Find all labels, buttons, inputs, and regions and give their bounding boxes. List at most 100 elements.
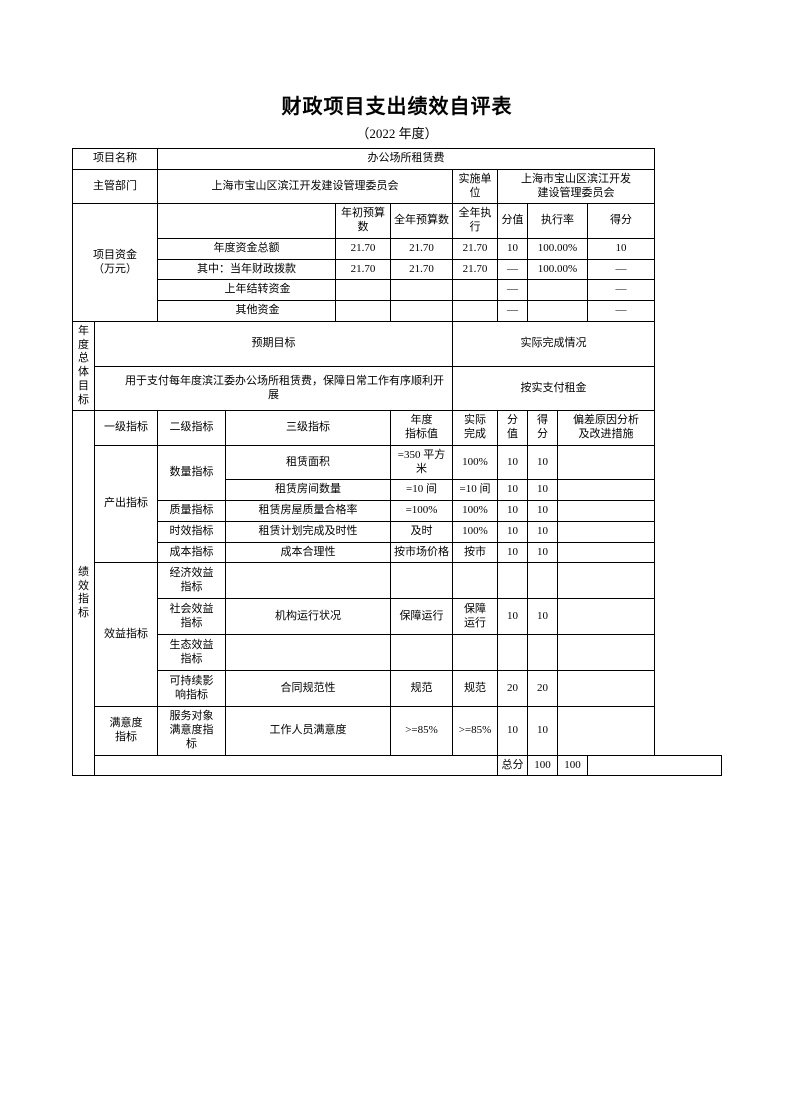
label-actual-status: 实际完成情况	[453, 321, 655, 367]
label-fund-current: 其中：当年财政拨款	[158, 259, 336, 280]
label-fund-other: 其他资金	[158, 301, 336, 322]
label-expected: 预期目标	[95, 321, 453, 367]
cell	[558, 445, 655, 480]
label-score: 分值	[498, 204, 528, 239]
label-dept: 主管部门	[73, 169, 158, 204]
cell: =10 间	[391, 480, 453, 501]
fund-total-pts: 10	[588, 238, 655, 259]
fund-carry-rate	[528, 280, 588, 301]
label-fund-carry: 上年结转资金	[158, 280, 336, 301]
cell: 10	[528, 445, 558, 480]
lv3-rooms: 租赁房间数量	[226, 480, 391, 501]
cell: 按市场价格	[391, 542, 453, 563]
cell: 10	[528, 501, 558, 522]
fund-current-rate: 100.00%	[528, 259, 588, 280]
label-reason: 偏差原因分析及改进措施	[558, 411, 655, 446]
fund-carry-exec	[453, 280, 498, 301]
cell	[453, 563, 498, 599]
label-got-score: 得分	[528, 411, 558, 446]
sum-got: 100	[558, 755, 588, 776]
cell: 100%	[453, 445, 498, 480]
cell	[558, 671, 655, 707]
lv3-time: 租赁计划完成及时性	[226, 521, 391, 542]
lv2-social: 社会效益指标	[158, 599, 226, 635]
cell: 规范	[453, 671, 498, 707]
cell: =350 平方米	[391, 445, 453, 480]
cell: 10	[498, 542, 528, 563]
cell: 10	[528, 707, 558, 755]
cell: 10	[498, 521, 528, 542]
cell	[528, 563, 558, 599]
lv2-sustain: 可持续影响指标	[158, 671, 226, 707]
fund-carry-score: —	[498, 280, 528, 301]
project-name: 办公场所租赁费	[158, 149, 655, 170]
label-points: 得分	[588, 204, 655, 239]
fund-other-start	[336, 301, 391, 322]
lv1-output: 产出指标	[95, 445, 158, 563]
fund-other-score: —	[498, 301, 528, 322]
cell: 按市	[453, 542, 498, 563]
label-actual: 实际完成	[453, 411, 498, 446]
fund-other-pts: —	[588, 301, 655, 322]
evaluation-table: 项目名称 办公场所租赁费 主管部门 上海市宝山区滨江开发建设管理委员会 实施单位…	[72, 148, 722, 776]
cell: 10	[498, 480, 528, 501]
label-year-budget: 全年预算数	[391, 204, 453, 239]
fund-current-score: —	[498, 259, 528, 280]
fund-current-pts: —	[588, 259, 655, 280]
fund-total-year: 21.70	[391, 238, 453, 259]
goal-expected: 用于支付每年度滨江委办公场所租赁费，保障日常工作有序顺利开展	[95, 367, 453, 411]
cell: 保障运行	[453, 599, 498, 635]
fund-current-year: 21.70	[391, 259, 453, 280]
label-lv2: 二级指标	[158, 411, 226, 446]
cell: 10	[498, 599, 528, 635]
fund-total-score: 10	[498, 238, 528, 259]
lv2-qty: 数量指标	[158, 445, 226, 500]
fund-current-exec: 21.70	[453, 259, 498, 280]
lv3-quality: 租赁房屋质量合格率	[226, 501, 391, 522]
cell: >=85%	[453, 707, 498, 755]
label-lv1: 一级指标	[95, 411, 158, 446]
lv3-eco	[226, 635, 391, 671]
page-subtitle: （2022 年度）	[72, 123, 722, 142]
lv1-benefit: 效益指标	[95, 563, 158, 707]
lv3-econ	[226, 563, 391, 599]
funds-blank-head	[158, 204, 336, 239]
cell: 10	[498, 445, 528, 480]
cell: 规范	[391, 671, 453, 707]
fund-carry-year	[391, 280, 453, 301]
cell: 10	[498, 707, 528, 755]
fund-total-rate: 100.00%	[528, 238, 588, 259]
label-score-val: 分值	[498, 411, 528, 446]
cell: 及时	[391, 521, 453, 542]
cell	[498, 635, 528, 671]
cell: =10 间	[453, 480, 498, 501]
label-fund-total: 年度资金总额	[158, 238, 336, 259]
lv1-satisfaction: 满意度指标	[95, 707, 158, 755]
page-title: 财政项目支出绩效自评表	[72, 90, 722, 119]
impl-unit: 上海市宝山区滨江开发建设管理委员会	[498, 169, 655, 204]
cell	[558, 707, 655, 755]
label-target-val: 年度指标值	[391, 411, 453, 446]
label-lv3: 三级指标	[226, 411, 391, 446]
cell: 保障运行	[391, 599, 453, 635]
fund-other-rate	[528, 301, 588, 322]
fund-other-year	[391, 301, 453, 322]
cell: 10	[498, 501, 528, 522]
lv3-cost: 成本合理性	[226, 542, 391, 563]
cell	[528, 635, 558, 671]
lv3-area: 租赁面积	[226, 445, 391, 480]
lv2-satisfaction: 服务对象满意度指标	[158, 707, 226, 755]
lv2-econ: 经济效益指标	[158, 563, 226, 599]
cell: 10	[528, 542, 558, 563]
sum-score: 100	[528, 755, 558, 776]
cell: 100%	[453, 501, 498, 522]
cell	[391, 563, 453, 599]
lv3-sustain: 合同规范性	[226, 671, 391, 707]
label-impl-unit: 实施单位	[453, 169, 498, 204]
cell: 10	[528, 480, 558, 501]
label-funds: 项目资金（万元）	[73, 204, 158, 322]
fund-total-exec: 21.70	[453, 238, 498, 259]
label-year-exec: 全年执行	[453, 204, 498, 239]
fund-other-exec	[453, 301, 498, 322]
label-year-goal: 年度总体目标	[73, 321, 95, 411]
